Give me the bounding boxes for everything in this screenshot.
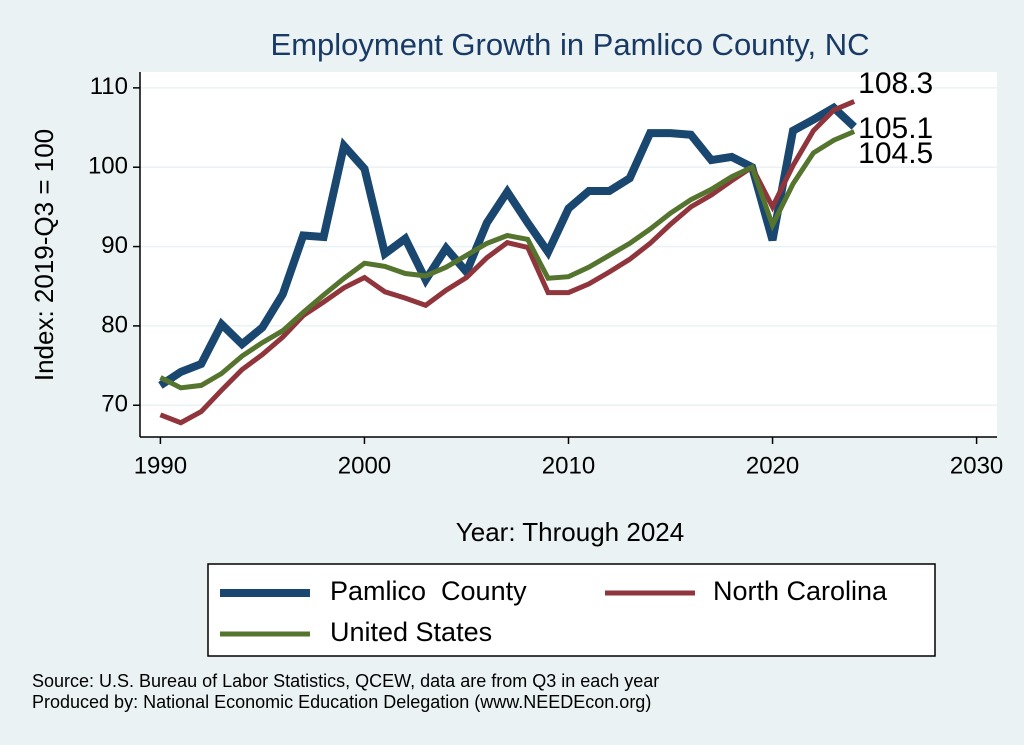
x-tick-label: 2030: [950, 452, 1003, 479]
y-tick-label: 80: [101, 311, 128, 338]
y-axis-title: Index: 2019-Q3 = 100: [29, 129, 59, 381]
x-tick-label: 2010: [542, 452, 595, 479]
legend: [207, 563, 936, 657]
y-tick-label: 100: [88, 153, 128, 180]
x-tick-label: 2020: [746, 452, 799, 479]
legend-label: United States: [330, 617, 492, 647]
y-tick-label: 110: [90, 73, 128, 100]
chart-title: Employment Growth in Pamlico County, NC: [271, 27, 870, 62]
series-line: [159, 129, 856, 391]
series-line: [158, 102, 857, 389]
y-tick-label: 90: [101, 232, 128, 259]
end-label: 108.3: [858, 67, 933, 100]
legend-label: North Carolina: [713, 576, 888, 606]
legend-label: Pamlico County: [330, 576, 527, 606]
x-tick-label: 2000: [338, 452, 391, 479]
end-label: 104.5: [858, 137, 933, 170]
note: Produced by: National Economic Education…: [32, 692, 651, 712]
end-label: 105.1: [858, 112, 933, 145]
note: Source: U.S. Bureau of Labor Statistics,…: [32, 671, 659, 691]
x-axis-title: Year: Through 2024: [456, 517, 684, 547]
y-tick-label: 70: [101, 391, 128, 418]
x-tick-label: 1990: [134, 452, 187, 479]
